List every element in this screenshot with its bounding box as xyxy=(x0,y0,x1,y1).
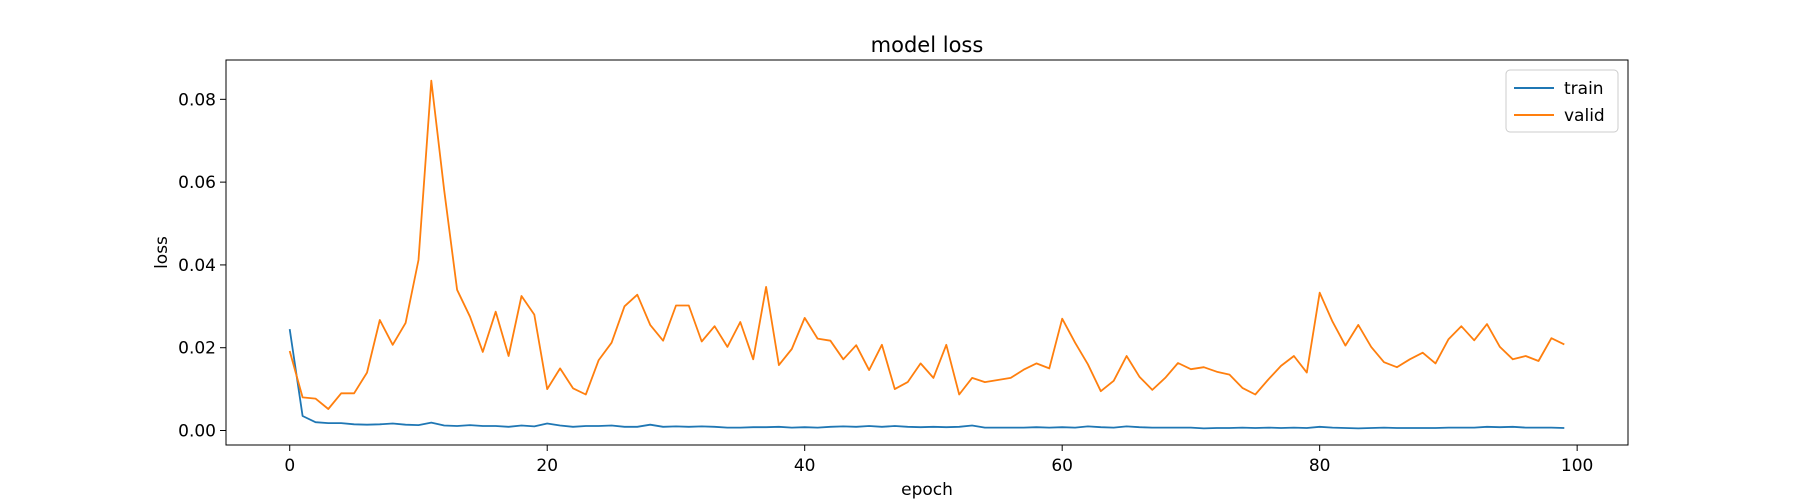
y-tick-label: 0.04 xyxy=(178,256,216,276)
legend-label-train: train xyxy=(1564,79,1604,99)
legend: train valid xyxy=(1505,69,1619,133)
legend-box xyxy=(1505,69,1619,133)
x-axis-label: epoch xyxy=(901,480,953,500)
y-axis: 0.00 0.02 0.04 0.06 0.08 xyxy=(178,90,226,442)
legend-label-valid: valid xyxy=(1564,106,1605,126)
x-tick-label: 20 xyxy=(536,456,558,476)
x-tick-label: 60 xyxy=(1051,456,1073,476)
plot-frame xyxy=(225,59,1629,446)
chart-title: model loss xyxy=(871,33,984,57)
x-tick-label: 100 xyxy=(1561,456,1593,476)
y-tick-label: 0.02 xyxy=(178,339,216,359)
series-line-valid xyxy=(288,79,1565,410)
x-axis: 0 20 40 60 80 100 xyxy=(284,445,1593,476)
plot-area xyxy=(225,59,1629,446)
series-line-train xyxy=(288,328,1565,430)
x-tick-label: 0 xyxy=(284,456,295,476)
y-axis-label: loss xyxy=(152,236,172,269)
x-tick-label: 80 xyxy=(1309,456,1331,476)
y-tick-label: 0.06 xyxy=(178,173,216,193)
x-tick-label: 40 xyxy=(794,456,816,476)
y-tick-label: 0.08 xyxy=(178,90,216,110)
y-tick-label: 0.00 xyxy=(178,422,216,442)
